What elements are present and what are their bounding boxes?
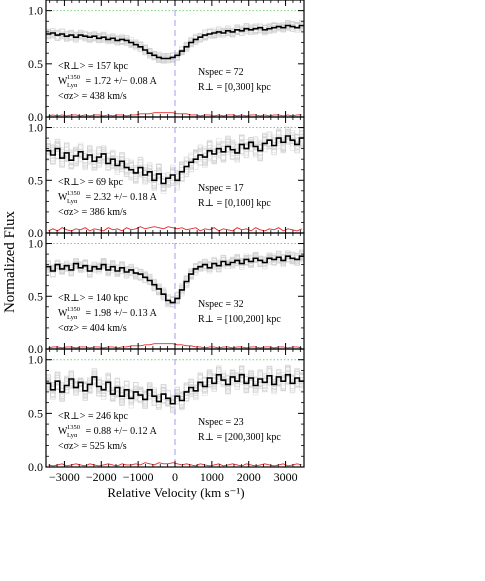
equivalent-width-symbol: W [58,192,68,203]
x-tick-label: 0 [172,470,178,484]
equivalent-width-subscript: Lyα [67,82,78,89]
mean-spectrum [46,135,304,185]
y-tick-label: 0.5 [28,57,43,71]
impact-parameter-range: R⊥ = [0,300] kpc [198,82,271,93]
velocity-dispersion: <σz> = 386 km/s [58,207,127,218]
equivalent-width-superscript: 1350 [67,74,80,81]
y-axis-label: Normalized Flux [2,210,18,313]
equivalent-width-superscript: 1350 [67,190,80,197]
x-tick-label: −2000 [86,470,117,484]
y-tick-label: 1.0 [28,4,43,18]
equivalent-width-value: = 0.88 +/− 0.12 A [85,426,157,437]
x-axis-label: Relative Velocity (km s⁻¹) [107,485,244,500]
equivalent-width: W = 1.98 +/− 0.13 A [58,308,158,319]
number-of-spectra: Nspec = 17 [198,183,244,194]
mean-spectrum [46,24,304,60]
equivalent-width-symbol: W [58,308,68,319]
number-of-spectra: Nspec = 72 [198,67,244,78]
x-tick-label: 3000 [274,470,298,484]
impact-parameter-range: R⊥ = [0,100] kpc [198,198,271,209]
mean-spectrum [46,255,304,304]
x-tick-label: 2000 [237,470,261,484]
y-tick-label: 1.0 [28,237,43,251]
x-tick-label: 1000 [200,470,224,484]
equivalent-width-subscript: Lyα [67,198,78,205]
number-of-spectra: Nspec = 32 [198,299,244,310]
impact-parameter-range: R⊥ = [200,300] kpc [198,432,281,443]
equivalent-width: W = 2.32 +/− 0.18 A [58,192,158,203]
x-tick-label: −3000 [49,470,80,484]
velocity-dispersion: <σz> = 438 km/s [58,91,127,102]
y-tick-label: 1.0 [28,353,43,367]
equivalent-width-value: = 2.32 +/− 0.18 A [85,192,157,203]
equivalent-width-subscript: Lyα [67,314,78,321]
spectrum-panel-2: 0.0 0.5 1.0 <R⊥> = 69 kpc W = 2.32 +/− 0.18 A… [28,116,305,240]
equivalent-width: W = 0.88 +/− 0.12 A [58,426,158,437]
y-tick-label: 0.0 [28,110,43,124]
mean-impact-parameter: <R⊥> = 157 kpc [58,61,128,72]
y-tick-label: 0.5 [28,406,43,420]
mean-impact-parameter: <R⊥> = 246 kpc [58,411,128,422]
equivalent-width: W = 1.72 +/− 0.08 A [58,76,158,87]
equivalent-width-symbol: W [58,76,68,87]
y-tick-label: 0.0 [28,226,43,240]
equivalent-width-value: = 1.98 +/− 0.13 A [85,308,157,319]
velocity-dispersion: <σz> = 404 km/s [58,323,127,334]
mean-spectrum [46,373,304,405]
y-tick-label: 0.0 [28,460,43,474]
spectrum-panel-4: 0.0 0.5 1.0 <R⊥> = 246 kpc W = 0.88 +/− 0.12 … [28,348,305,484]
mean-impact-parameter: <R⊥> = 140 kpc [58,293,128,304]
velocity-dispersion: <σz> = 525 km/s [58,441,127,452]
equivalent-width-subscript: Lyα [67,432,78,439]
y-tick-label: 0.0 [28,342,43,356]
impact-parameter-range: R⊥ = [100,200] kpc [198,314,281,325]
mean-impact-parameter: <R⊥> = 69 kpc [58,177,123,188]
equivalent-width-symbol: W [58,426,68,437]
equivalent-width-superscript: 1350 [67,424,80,431]
spectrum-panel-3: 0.0 0.5 1.0 <R⊥> = 140 kpc W = 1.98 +/− 0.13 … [28,232,305,356]
y-tick-label: 0.5 [28,173,43,187]
number-of-spectra: Nspec = 23 [198,417,244,428]
equivalent-width-superscript: 1350 [67,306,80,313]
y-tick-label: 1.0 [28,121,43,135]
equivalent-width-value: = 1.72 +/− 0.08 A [85,76,157,87]
x-tick-label: −1000 [123,470,154,484]
y-tick-label: 0.5 [28,289,43,303]
spectrum-panel-1: 0.0 0.5 1.0 <R⊥> = 157 kpc W = 1.72 +/− 0.08 … [28,0,305,124]
